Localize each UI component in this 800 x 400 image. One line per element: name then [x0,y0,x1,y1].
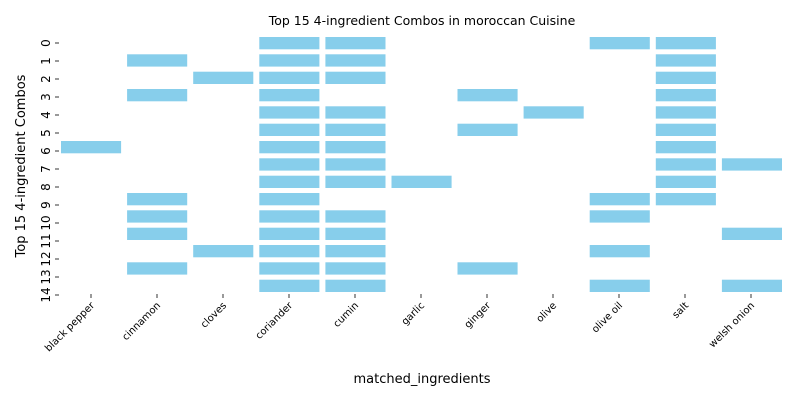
heatmap-cell [127,227,188,240]
heatmap-cell [259,89,320,102]
heatmap-cell [259,37,320,50]
heatmap-cell [259,54,320,67]
heatmap-cell [721,227,782,240]
heatmap-cell [325,210,386,223]
heatmap-cells [61,37,782,292]
y-tick-label: 9 [39,201,53,209]
heatmap-cell [325,245,386,258]
heatmap-cell [259,279,320,292]
heatmap-cell [721,158,782,171]
heatmap-cell [655,89,716,102]
heatmap-cell [589,245,650,258]
heatmap-cell [391,175,452,188]
chart-title: Top 15 4-ingredient Combos in moroccan C… [268,13,576,28]
heatmap-cell [655,106,716,119]
y-tick-label: 4 [39,111,53,119]
heatmap-cell [589,193,650,206]
heatmap-cell [655,123,716,136]
heatmap-cell [655,37,716,50]
y-tick-label: 3 [39,93,53,101]
heatmap-cell [325,262,386,275]
y-tick-label: 5 [39,129,53,137]
x-tick-label: cloves [199,300,229,330]
x-tick-label: cumin [332,300,361,329]
x-tick-label: cinnamon [120,300,163,343]
y-tick-label: 10 [39,215,53,230]
heatmap-cell [325,37,386,50]
heatmap-cell [259,71,320,84]
heatmap-cell [259,175,320,188]
x-tick-label: welsh onion [707,300,757,350]
heatmap-cell [325,158,386,171]
x-tick-label: black pepper [43,300,97,354]
heatmap-cell [259,210,320,223]
heatmap-cell [325,71,386,84]
heatmap-cell [259,123,320,136]
heatmap-cell [259,141,320,154]
x-tick-label: ginger [463,300,494,331]
heatmap-cell [325,106,386,119]
heatmap-cell [127,193,188,206]
heatmap-cell [193,245,254,258]
heatmap-cell [127,262,188,275]
heatmap-cell [721,279,782,292]
heatmap-cell [127,210,188,223]
heatmap-cell [457,123,518,136]
heatmap-cell [655,54,716,67]
heatmap-cell [655,141,716,154]
heatmap-cell [457,89,518,102]
heatmap-cell [259,245,320,258]
heatmap-cell [325,279,386,292]
y-tick-label: 14 [39,287,53,302]
heatmap-cell [259,227,320,240]
heatmap-cell [655,71,716,84]
heatmap-cell [127,54,188,67]
x-tick-label: olive oil [590,300,625,335]
heatmap-cell [325,141,386,154]
y-tick-label: 12 [39,251,53,266]
heatmap-cell [61,141,122,154]
heatmap-cell [259,262,320,275]
y-tick-label: 2 [39,75,53,83]
heatmap-cell [589,210,650,223]
x-tick-label: olive [535,300,560,325]
heatmap-cell [655,193,716,206]
y-axis-label: Top 15 4-ingredient Combos [14,74,29,258]
y-tick-label: 8 [39,183,53,191]
heatmap-cell [325,123,386,136]
y-tick-label: 6 [39,147,53,155]
y-tick-label: 7 [39,165,53,173]
heatmap-cell [325,175,386,188]
heatmap-cell [259,158,320,171]
heatmap-cell [457,262,518,275]
x-tick-label: salt [671,300,692,321]
y-tick-label: 13 [39,269,53,284]
heatmap-cell [193,71,254,84]
heatmap-cell [127,89,188,102]
y-tick-label: 1 [39,57,53,65]
heatmap-cell [259,106,320,119]
x-tick-label: coriander [254,300,296,342]
heatmap-cell [655,158,716,171]
x-axis-label: matched_ingredients [354,372,491,387]
heatmap-cell [655,175,716,188]
heatmap-cell [325,54,386,67]
heatmap-cell [259,193,320,206]
y-tick-label: 0 [39,39,53,47]
heatmap-cell [523,106,584,119]
heatmap-cell [589,37,650,50]
x-axis-ticks: black pepper cinnamon cloves coriander cumin… [43,294,757,354]
heatmap-cell [325,227,386,240]
y-tick-label: 11 [39,233,53,248]
heatmap-cell [589,279,650,292]
x-tick-label: garlic [400,300,427,327]
